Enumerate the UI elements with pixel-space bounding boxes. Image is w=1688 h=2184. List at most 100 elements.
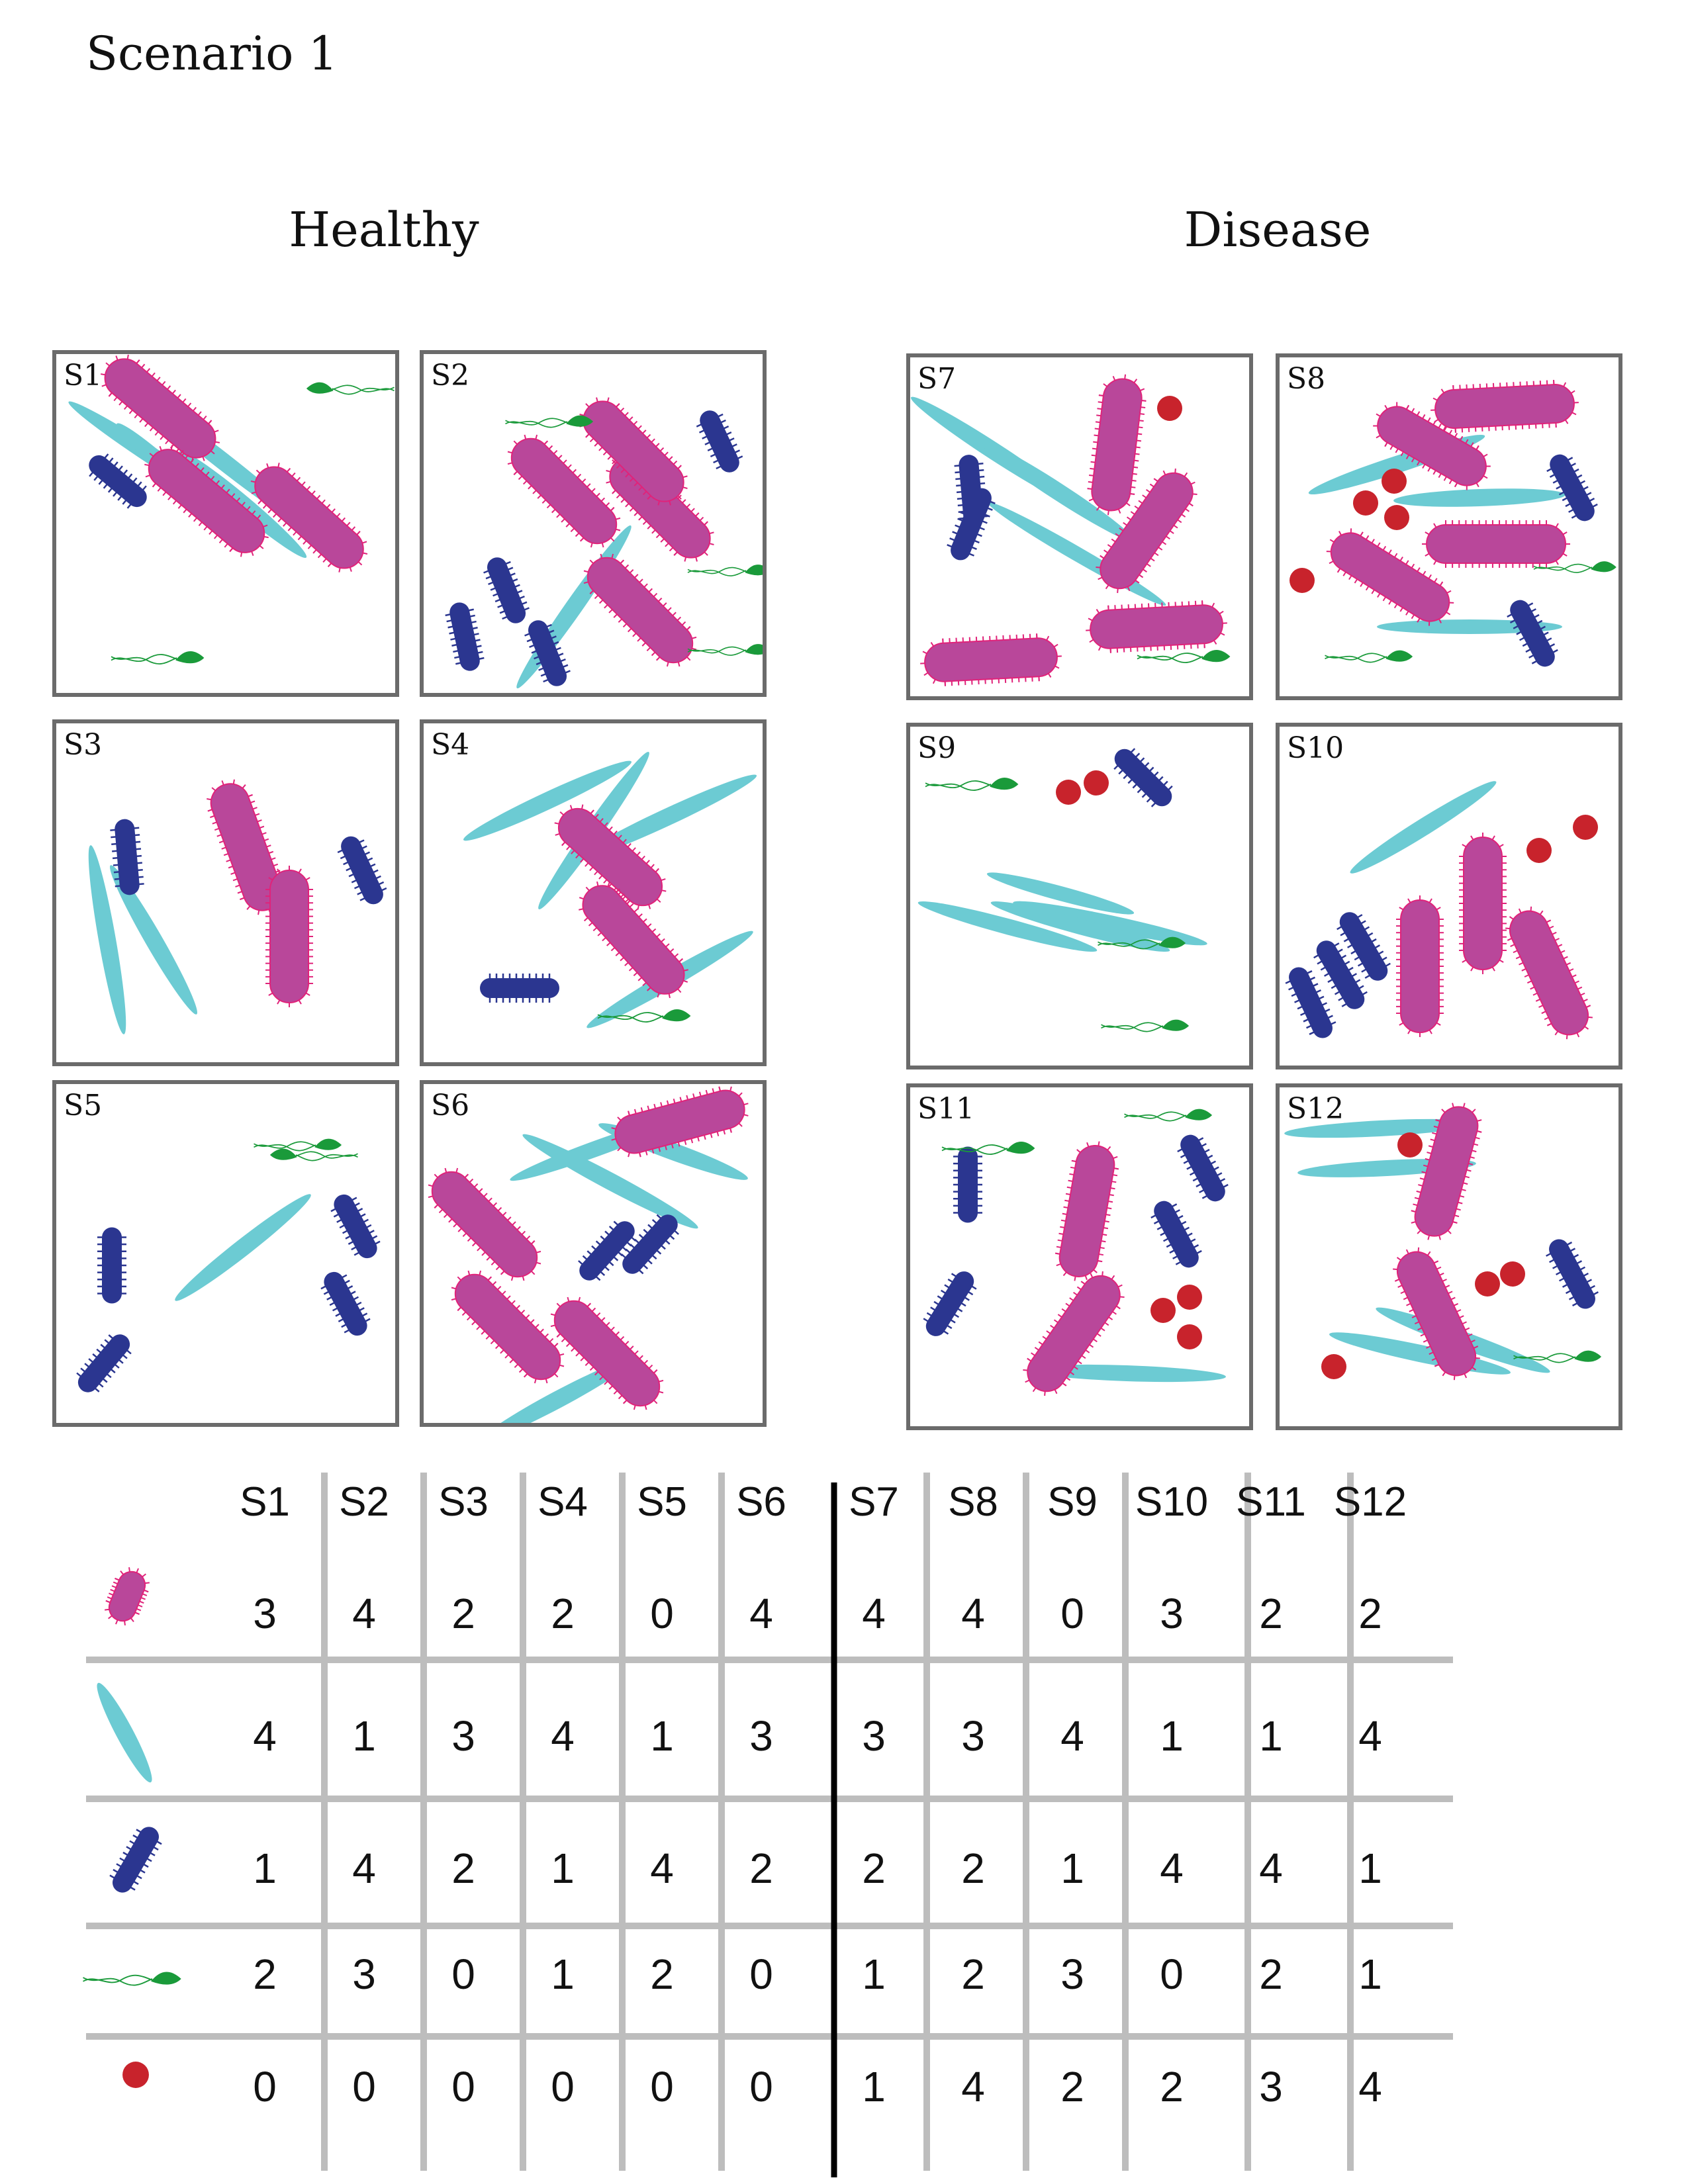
scenario-title: Scenario 1: [86, 26, 338, 81]
sample-label: S7: [917, 362, 956, 396]
count-cell: 3: [352, 1950, 376, 1998]
disease-group-label: Disease: [1184, 202, 1372, 257]
magenta-rod-icon: [1422, 520, 1570, 568]
blue-rod-icon: [480, 974, 559, 1003]
magenta-rod-icon: [1396, 895, 1444, 1037]
sample-panel: S1: [52, 350, 399, 697]
count-cell: 0: [749, 1950, 773, 1998]
blue-rod-icon: [1546, 454, 1598, 522]
count-cell: 4: [1060, 1712, 1084, 1760]
magenta-rod-icon: [583, 553, 697, 667]
red-coccus-icon: [1500, 1261, 1525, 1287]
row-icons: [83, 1567, 181, 2088]
count-cell: 2: [862, 1844, 886, 1892]
count-cell: 1: [1160, 1712, 1184, 1760]
magenta-rod-icon: [207, 779, 286, 915]
green-flagellate-icon: [925, 778, 1019, 792]
sample-label: S10: [1287, 731, 1344, 765]
count-cell: 4: [1358, 1712, 1382, 1760]
count-cell: 2: [451, 1590, 475, 1637]
green-flagellate-icon: [111, 651, 205, 665]
count-cell: 1: [862, 1950, 886, 1998]
green-flagellate-icon: [597, 1009, 691, 1023]
green-flagellate-icon: [941, 1142, 1035, 1156]
panel-border: [420, 350, 767, 697]
cyan-filament-icon: [1350, 781, 1497, 874]
count-cell: 0: [1060, 1590, 1084, 1637]
column-header: S8: [948, 1479, 998, 1525]
cyan-filament-icon: [986, 872, 1135, 915]
magenta-rod-icon: [100, 354, 220, 463]
red-coccus-icon: [1382, 469, 1407, 494]
green-flagellate-icon: [1325, 650, 1413, 663]
red-coccus-icon: [1384, 505, 1409, 530]
blue-rod-icon: [320, 1271, 371, 1336]
count-cell: 1: [862, 2063, 886, 2111]
count-cell: 1: [1060, 1844, 1084, 1892]
count-cell: 2: [1259, 1590, 1283, 1637]
red-coccus-icon: [1289, 568, 1315, 593]
magenta-rod-icon: [920, 633, 1062, 686]
panel-border: [906, 1083, 1253, 1430]
sample-label: S1: [64, 359, 102, 392]
count-cell: 1: [1259, 1712, 1283, 1760]
column-header: S11: [1236, 1479, 1306, 1525]
sample-panel: S9: [906, 723, 1253, 1069]
green-flagellate-icon: [1101, 1019, 1190, 1032]
count-cell: 3: [1160, 1590, 1184, 1637]
magenta-rod-icon: [144, 445, 269, 557]
blue-rod-icon: [524, 620, 571, 686]
red-coccus-icon: [1353, 490, 1378, 516]
blue-rod-icon: [330, 1194, 381, 1259]
magenta-rod-icon: [1430, 380, 1579, 433]
count-cell: 4: [650, 1844, 674, 1892]
magenta-rod-icon: [611, 1086, 749, 1158]
blue-rod-icon: [110, 819, 144, 895]
count-cell: 3: [749, 1712, 773, 1760]
magenta-rod-icon: [579, 397, 688, 506]
cyan-filament-icon: [990, 901, 1170, 952]
column-header: S7: [849, 1479, 899, 1525]
sample-label: S11: [917, 1092, 974, 1126]
panel-border: [420, 719, 767, 1066]
count-cell: 2: [650, 1950, 674, 1998]
count-cell: 2: [961, 1844, 985, 1892]
blue-rod-icon: [1177, 1134, 1229, 1202]
column-header: S1: [240, 1479, 290, 1525]
column-header: S6: [736, 1479, 786, 1525]
count-cell: 3: [451, 1712, 475, 1760]
count-cell: 1: [1358, 1950, 1382, 1998]
blue-rod-icon: [89, 453, 147, 509]
green-flagellate-icon: [83, 1972, 181, 1986]
blue-rod-icon: [1336, 912, 1391, 981]
blue-rod-icon: [109, 1827, 162, 1893]
magenta-rod-icon: [1505, 906, 1593, 1040]
sample-panel: S4: [420, 719, 767, 1066]
count-cell: 0: [749, 2063, 773, 2111]
count-cell: 4: [862, 1590, 886, 1637]
sample-label: S4: [431, 728, 469, 762]
blue-rod-icon: [696, 410, 743, 473]
red-coccus-icon: [1084, 770, 1109, 796]
magenta-rod-icon: [1373, 402, 1491, 490]
panel-border: [52, 350, 399, 697]
panel-border: [906, 353, 1253, 700]
cyan-filament-icon: [481, 1358, 633, 1425]
count-cell: 4: [961, 2063, 985, 2111]
cyan-filament-icon: [979, 439, 1135, 543]
blue-rod-icon: [578, 1220, 636, 1281]
cyan-filament-icon: [97, 1682, 152, 1783]
count-cell: 4: [352, 1844, 376, 1892]
magenta-rod-icon: [1087, 374, 1147, 516]
cyan-filament-icon: [1284, 1118, 1476, 1138]
blue-rod-icon: [1546, 1239, 1599, 1309]
red-coccus-icon: [1177, 1285, 1202, 1310]
green-flagellate-icon: [1098, 936, 1186, 950]
cyan-filament-icon: [576, 774, 757, 860]
count-cell: 2: [551, 1590, 575, 1637]
count-cell: 4: [551, 1712, 575, 1760]
magenta-rod-icon: [579, 881, 688, 999]
green-flagellate-icon: [1124, 1109, 1213, 1122]
magenta-rod-icon: [1326, 528, 1454, 626]
count-cell: 0: [451, 1950, 475, 1998]
